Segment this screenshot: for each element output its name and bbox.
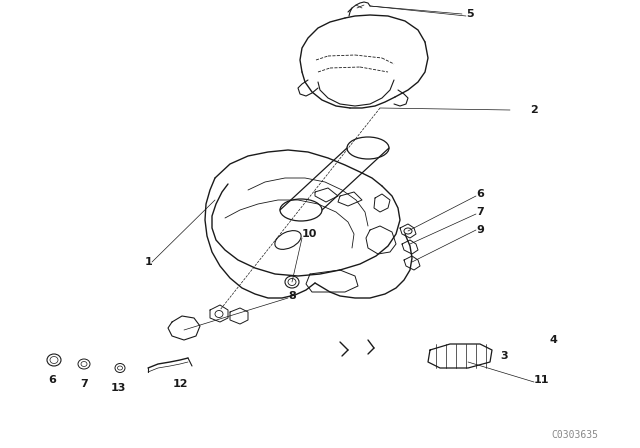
Text: 7: 7 bbox=[80, 379, 88, 389]
Text: 5: 5 bbox=[466, 9, 474, 19]
Text: 7: 7 bbox=[476, 207, 484, 217]
Text: 2: 2 bbox=[530, 105, 538, 115]
Text: 4: 4 bbox=[550, 335, 558, 345]
Text: 6: 6 bbox=[48, 375, 56, 385]
Text: 12: 12 bbox=[172, 379, 188, 389]
Text: 8: 8 bbox=[288, 291, 296, 301]
Text: C0303635: C0303635 bbox=[551, 430, 598, 440]
Text: 6: 6 bbox=[476, 189, 484, 199]
Text: 3: 3 bbox=[500, 351, 508, 361]
Text: 9: 9 bbox=[476, 225, 484, 235]
Text: 1: 1 bbox=[144, 257, 152, 267]
Text: 13: 13 bbox=[110, 383, 125, 393]
Text: 11: 11 bbox=[534, 375, 550, 385]
Text: 10: 10 bbox=[302, 229, 317, 239]
